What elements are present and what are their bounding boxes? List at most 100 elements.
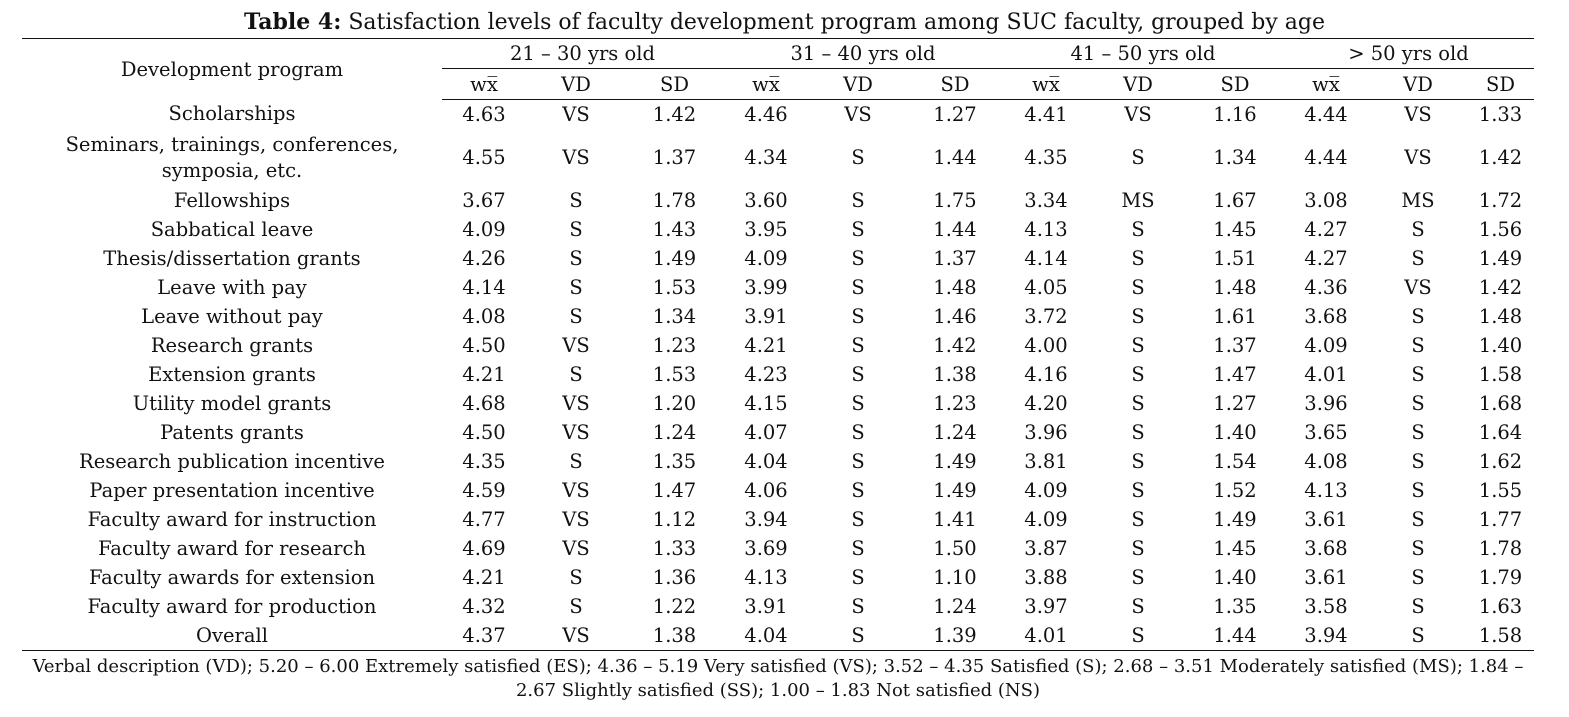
standard-deviation-cell: 1.79	[1478, 566, 1523, 589]
group-header-31-40: 31 – 40 yrs old	[723, 38, 1003, 69]
verbal-description-cell: S	[851, 566, 865, 589]
standard-deviation-cell: 1.40	[1213, 421, 1257, 444]
weighted-mean-cell: 4.77	[462, 508, 506, 531]
standard-deviation-cell: 1.42	[652, 103, 697, 126]
program-name-cell: Patents grants	[160, 420, 304, 444]
verbal-description-cell: S	[569, 276, 583, 299]
standard-deviation-cell: 1.44	[1187, 621, 1283, 651]
weighted-mean-cell: 4.09	[462, 218, 506, 241]
weighted-mean-cell: 3.68	[1304, 537, 1348, 560]
verbal-description-cell: VS	[1124, 103, 1152, 126]
weighted-mean-cell: 4.34	[744, 146, 788, 169]
standard-deviation-cell: 1.35	[1213, 595, 1257, 618]
table-row: Thesis/dissertation grants 4.26 S 1.49 4.09 S…	[22, 244, 1534, 273]
verbal-description-cell: S	[851, 595, 865, 618]
standard-deviation-cell: 1.24	[933, 421, 977, 444]
weighted-mean-cell: 4.14	[462, 276, 506, 299]
group-header-41-50: 41 – 50 yrs old	[1003, 38, 1283, 69]
weighted-mean-cell: 3.72	[1024, 305, 1068, 328]
subheader-weighted-mean: wx̅	[1003, 68, 1089, 100]
table-row: Paper presentation incentive 4.59 VS 1.47 4.…	[22, 476, 1534, 505]
verbal-description-cell: VS	[1404, 276, 1432, 299]
standard-deviation-cell: 1.36	[652, 566, 697, 589]
verbal-description-cell: S	[1411, 247, 1425, 270]
weighted-mean-cell: 4.63	[462, 103, 506, 126]
standard-deviation-cell: 1.33	[652, 537, 697, 560]
verbal-description-cell: S	[1131, 537, 1145, 560]
verbal-description-cell: S	[851, 537, 865, 560]
weighted-mean-cell: 4.15	[744, 392, 788, 415]
standard-deviation-cell: 1.38	[933, 363, 977, 386]
subheader-standard-deviation: SD	[907, 68, 1003, 100]
standard-deviation-cell: 1.78	[652, 189, 697, 212]
standard-deviation-cell: 1.40	[1478, 334, 1523, 357]
weighted-mean-cell: 4.23	[744, 363, 788, 386]
weighted-mean-cell: 4.50	[462, 421, 506, 444]
standard-deviation-cell: 1.35	[652, 450, 697, 473]
verbal-description-cell: VS	[526, 621, 626, 651]
table-row: Research publication incentive 4.35 S 1.35 4…	[22, 447, 1534, 476]
standard-deviation-cell: 1.41	[933, 508, 977, 531]
standard-deviation-cell: 1.49	[1478, 247, 1523, 270]
standard-deviation-cell: 1.55	[1478, 479, 1523, 502]
verbal-description-cell: S	[851, 508, 865, 531]
standard-deviation-cell: 1.49	[933, 450, 977, 473]
verbal-description-cell: S	[1131, 450, 1145, 473]
weighted-mean-cell: 3.65	[1304, 421, 1348, 444]
verbal-description-cell: S	[1411, 305, 1425, 328]
standard-deviation-cell: 1.22	[652, 595, 697, 618]
weighted-mean-cell: 3.60	[744, 189, 788, 212]
weighted-mean-cell: 4.68	[462, 392, 506, 415]
weighted-mean-cell: 3.96	[1304, 392, 1348, 415]
subheader-standard-deviation: SD	[626, 68, 723, 100]
standard-deviation-cell: 1.52	[1213, 479, 1257, 502]
verbal-description-cell: S	[851, 363, 865, 386]
program-name-cell: Utility model grants	[132, 391, 332, 415]
table-row: Fellowships 3.67 S 1.78 3.60 S 1.75 3.34 MS 1.67 3…	[22, 186, 1534, 215]
weighted-mean-cell: 3.58	[1304, 595, 1348, 618]
standard-deviation-cell: 1.27	[1213, 392, 1257, 415]
table-row: Research grants 4.50 VS 1.23 4.21 S 1.42 4.00 S 1…	[22, 331, 1534, 360]
verbal-description-cell: S	[851, 392, 865, 415]
weighted-mean-cell: 4.09	[1024, 508, 1068, 531]
program-name-cell: Fellowships	[173, 188, 291, 212]
weighted-mean-cell: 3.67	[462, 189, 506, 212]
weighted-mean-cell: 4.07	[744, 421, 788, 444]
standard-deviation-cell: 1.48	[933, 276, 977, 299]
group-header-21-30: 21 – 30 yrs old	[442, 38, 723, 69]
verbal-description-cell: S	[569, 450, 583, 473]
standard-deviation-cell: 1.67	[1213, 189, 1257, 212]
table-row: Extension grants 4.21 S 1.53 4.23 S 1.38 4.16 S 1…	[22, 360, 1534, 389]
weighted-mean-cell: 4.09	[1024, 479, 1068, 502]
weighted-mean-cell: 4.35	[1024, 146, 1068, 169]
program-name-cell: Leave without pay	[141, 304, 323, 328]
weighted-mean-cell: 4.00	[1024, 334, 1068, 357]
verbal-description-cell: S	[1131, 276, 1145, 299]
weighted-mean-cell: 3.87	[1024, 537, 1068, 560]
verbal-description-cell: S	[1131, 218, 1145, 241]
subheader-verbal-description: VD	[1369, 68, 1467, 100]
standard-deviation-cell: 1.42	[933, 334, 977, 357]
weighted-mean-cell: 3.91	[744, 595, 788, 618]
table-row: Overall 4.37 VS 1.38 4.04 S 1.39 4.01 S 1.44 3.94 S…	[22, 621, 1534, 651]
standard-deviation-cell: 1.54	[1213, 450, 1257, 473]
weighted-mean-cell: 4.04	[723, 621, 809, 651]
weighted-mean-cell: 4.36	[1304, 276, 1348, 299]
standard-deviation-cell: 1.23	[933, 392, 977, 415]
weighted-mean-cell: 4.26	[462, 247, 506, 270]
program-name-cell: Sabbatical leave	[150, 217, 314, 241]
verbal-description-cell: S	[1411, 508, 1425, 531]
verbal-description-cell: S	[1131, 247, 1145, 270]
standard-deviation-cell: 1.48	[1213, 276, 1257, 299]
standard-deviation-cell: 1.20	[652, 392, 697, 415]
standard-deviation-cell: 1.37	[933, 247, 977, 270]
weighted-mean-cell: 3.96	[1024, 421, 1068, 444]
standard-deviation-cell: 1.42	[1478, 276, 1523, 299]
table-row: Seminars, trainings, conferences, sympos…	[22, 129, 1534, 186]
weighted-mean-cell: 4.13	[744, 566, 788, 589]
verbal-description-cell: VS	[1404, 146, 1432, 169]
weighted-mean-cell: 4.21	[462, 363, 506, 386]
subheader-weighted-mean: wx̅	[1283, 68, 1369, 100]
weighted-mean-cell: 3.81	[1024, 450, 1068, 473]
table-row: Faculty award for instruction 4.77 VS 1.12 3…	[22, 505, 1534, 534]
